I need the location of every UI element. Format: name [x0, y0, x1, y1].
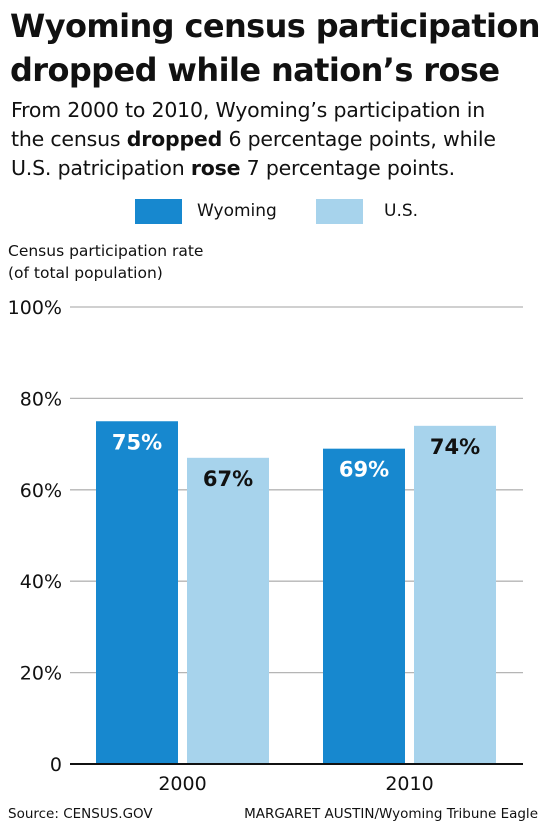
y-tick-label: 60% [20, 480, 62, 502]
bar-us-2010 [414, 425, 496, 764]
bar-wyoming-2010 [323, 448, 405, 764]
chart-subtitle: From 2000 to 2010, Wyoming’s participati… [11, 96, 539, 183]
chart-title-line-1: Wyoming census participation [10, 7, 541, 45]
y-axis-label-line-1: Census participation rate [8, 242, 204, 260]
bar-us-2000 [187, 457, 269, 764]
legend-swatch-wyoming [135, 199, 182, 224]
subtitle-line-3-start: U.S. patricipation [11, 156, 191, 180]
value-label-us-2000: 67% [203, 467, 253, 491]
bars [96, 421, 496, 764]
footer: Source: CENSUS.GOV MARGARET AUSTIN/Wyomi… [0, 806, 546, 826]
y-axis-label-line-2: (of total population) [8, 264, 163, 282]
y-tick-label: 80% [20, 388, 62, 410]
chart-title: Wyoming census participation dropped whi… [10, 4, 541, 92]
value-label-us-2010: 74% [430, 435, 480, 459]
x-tick-label-2000: 2000 [158, 773, 206, 795]
y-tick-label: 20% [20, 663, 62, 685]
subtitle-line-2-end: 6 percentage points, while [222, 127, 496, 151]
legend-label-us: U.S. [384, 201, 419, 221]
legend-label-wyoming: Wyoming [197, 201, 277, 221]
subtitle-line-3: U.S. patricipation rose 7 percentage poi… [11, 154, 539, 183]
value-label-wyoming-2000: 75% [112, 430, 162, 454]
legend-swatch-us [316, 199, 363, 224]
x-tick-label-2010: 2010 [385, 773, 433, 795]
subtitle-dropped-emphasis: dropped [126, 127, 223, 151]
subtitle-line-3-end: 7 percentage points. [240, 156, 455, 180]
value-labels: 75% 67% 69% 74% [112, 430, 480, 491]
y-axis-label: Census participation rate (of total popu… [8, 240, 203, 284]
subtitle-line-2: the census dropped 6 percentage points, … [11, 125, 539, 154]
subtitle-rose-emphasis: rose [190, 156, 241, 180]
y-tick-labels: 0 20% 40% 60% 80% 100% [8, 297, 62, 776]
value-label-wyoming-2010: 69% [339, 458, 389, 482]
x-tick-labels: 2000 2010 [158, 773, 433, 795]
chart-legend: Wyoming U.S. [0, 199, 546, 229]
y-tick-label: 0 [50, 754, 62, 776]
subtitle-line-2-start: the census [11, 127, 127, 151]
chart-title-line-2: dropped while nation’s rose [10, 51, 500, 89]
y-tick-label: 40% [20, 571, 62, 593]
subtitle-line-1: From 2000 to 2010, Wyoming’s participati… [11, 98, 486, 122]
bar-wyoming-2000 [96, 421, 178, 764]
graphic-credit: MARGARET AUSTIN/Wyoming Tribune Eagle [244, 806, 538, 822]
source-credit: Source: CENSUS.GOV [8, 806, 153, 822]
y-tick-label: 100% [8, 297, 62, 319]
bar-chart: 0 20% 40% 60% 80% 100% 75% 67% 69% 74% 2000 2010 [8, 297, 523, 795]
